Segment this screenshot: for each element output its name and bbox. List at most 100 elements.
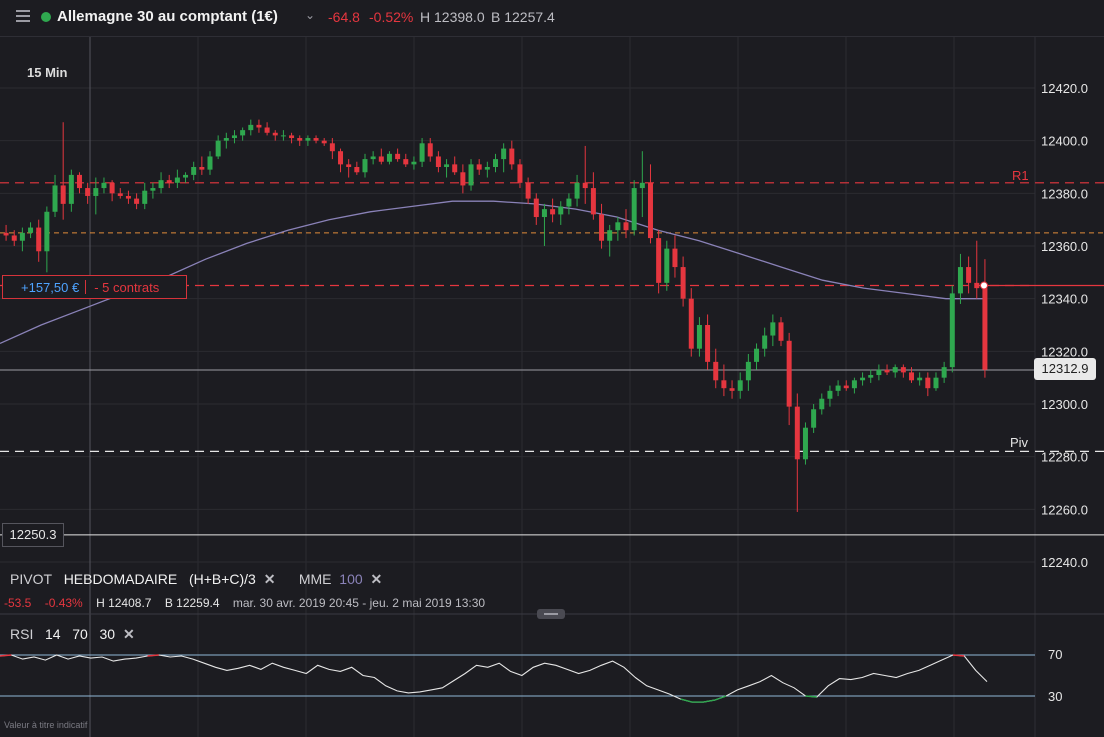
close-icon[interactable]: ✕ — [263, 571, 276, 587]
candle-body — [101, 182, 107, 189]
candle-body — [93, 188, 99, 196]
candle-body — [223, 138, 229, 141]
candle-body — [509, 148, 515, 165]
footer-disclaimer: Valeur à titre indicatif — [4, 720, 88, 730]
candle-body — [737, 380, 743, 391]
hamburger-icon[interactable] — [16, 10, 30, 22]
pivot-label[interactable]: PIVOT — [10, 571, 53, 587]
candle-body — [558, 206, 564, 215]
rsi-param-2[interactable]: 70 — [72, 626, 88, 642]
price-axis-label: 12380.0 — [1041, 186, 1088, 201]
candle-body — [142, 190, 148, 204]
candle-body — [346, 164, 352, 167]
rsi-param-1[interactable]: 14 — [45, 626, 61, 642]
close-icon[interactable]: ✕ — [122, 626, 135, 642]
candle-body — [778, 322, 784, 341]
candle-body — [705, 325, 711, 362]
price-axis-label: 12400.0 — [1041, 134, 1088, 149]
instrument-title[interactable]: Allemagne 30 au comptant (1€) — [57, 8, 278, 25]
candle-body — [370, 156, 376, 160]
candle-body — [338, 151, 344, 165]
candle-body — [476, 164, 482, 170]
candle-body — [770, 322, 776, 336]
candle-body — [150, 188, 156, 191]
rsi-param-3[interactable]: 30 — [99, 626, 116, 642]
candle-body — [3, 232, 9, 236]
candle-body — [811, 409, 817, 428]
position-pnl-badge[interactable]: +157,50 € - 5 contrats — [2, 275, 187, 299]
candle-body — [36, 227, 42, 252]
candle-body — [909, 372, 915, 381]
candle-body — [566, 198, 572, 207]
candle-body — [158, 180, 164, 189]
candle-body — [949, 293, 955, 368]
rsi-label[interactable]: RSI — [10, 626, 34, 642]
candle-body — [754, 348, 760, 362]
candle-body — [76, 174, 82, 189]
candle-body — [329, 143, 335, 152]
mme-label[interactable]: MME — [298, 571, 332, 587]
candle-body — [525, 182, 531, 199]
candle-body — [280, 135, 286, 137]
price-axis-label: 12260.0 — [1041, 502, 1088, 517]
timeframe-label[interactable]: 15 Min — [27, 65, 68, 80]
candle-body — [607, 230, 613, 241]
candle-body — [386, 153, 392, 162]
price-axis-label: 12360.0 — [1041, 239, 1088, 254]
candle-body — [468, 164, 474, 186]
candle-body — [199, 167, 205, 170]
candle-body — [615, 222, 621, 231]
candle-body — [982, 288, 988, 370]
stats-change: -53.5 — [4, 596, 32, 610]
mme-period[interactable]: 100 — [339, 571, 363, 587]
candle-body — [166, 180, 172, 183]
rsi-level-30: 30 — [1048, 689, 1062, 704]
candle-body — [60, 185, 66, 204]
candle-body — [501, 148, 507, 160]
candle-body — [574, 182, 580, 199]
candle-body — [713, 361, 719, 381]
stats-range: mar. 30 avr. 2019 20:45 - jeu. 2 mai 201… — [232, 596, 486, 610]
candle-body — [403, 159, 409, 165]
price-axis-label: 12320.0 — [1041, 344, 1088, 359]
candle-body — [696, 325, 702, 349]
chevron-down-icon[interactable]: ⌄ — [305, 8, 316, 22]
candle-body — [460, 172, 466, 186]
pane-resize-handle[interactable] — [537, 609, 565, 619]
candle-body — [721, 380, 727, 389]
candle-body — [517, 164, 523, 183]
current-price-marker — [980, 281, 988, 290]
market-status-dot — [41, 12, 51, 22]
rsi-legend: RSI 14 70 30 ✕ — [10, 626, 135, 643]
price-axis-label: 12300.0 — [1041, 397, 1088, 412]
position-pnl: +157,50 € — [21, 279, 80, 295]
candle-body — [966, 267, 972, 283]
rsi-line — [0, 654, 988, 703]
candle-body — [664, 248, 670, 283]
close-icon[interactable]: ✕ — [370, 571, 383, 587]
last-price-label: 12312.9 — [1034, 358, 1096, 380]
stats-high: H 12408.7 — [96, 596, 152, 610]
candle-body — [729, 388, 735, 391]
candle-body — [248, 124, 254, 131]
candle-body — [974, 282, 980, 289]
pivot-period[interactable]: HEBDOMADAIRE — [63, 571, 178, 587]
r1-label: R1 — [1012, 168, 1029, 183]
instrument-header: Allemagne 30 au comptant (1€) ⌄ -64.8 -0… — [0, 0, 1104, 34]
pivot-formula[interactable]: (H+B+C)/3 — [188, 571, 256, 587]
candle-body — [623, 222, 629, 231]
price-axis-label: 12420.0 — [1041, 81, 1088, 96]
candle-body — [52, 185, 58, 212]
price-axis-label: 12280.0 — [1041, 450, 1088, 465]
candle-body — [493, 159, 498, 167]
candle-body — [933, 377, 939, 389]
candle-body — [884, 369, 890, 373]
candle-body — [582, 182, 588, 189]
candle-body — [941, 367, 947, 378]
candle-body — [231, 135, 237, 139]
candle-body — [892, 367, 898, 373]
low-price-label: 12250.3 — [2, 523, 64, 547]
header-low: B 12257.4 — [491, 9, 555, 25]
candle-body — [599, 214, 605, 241]
